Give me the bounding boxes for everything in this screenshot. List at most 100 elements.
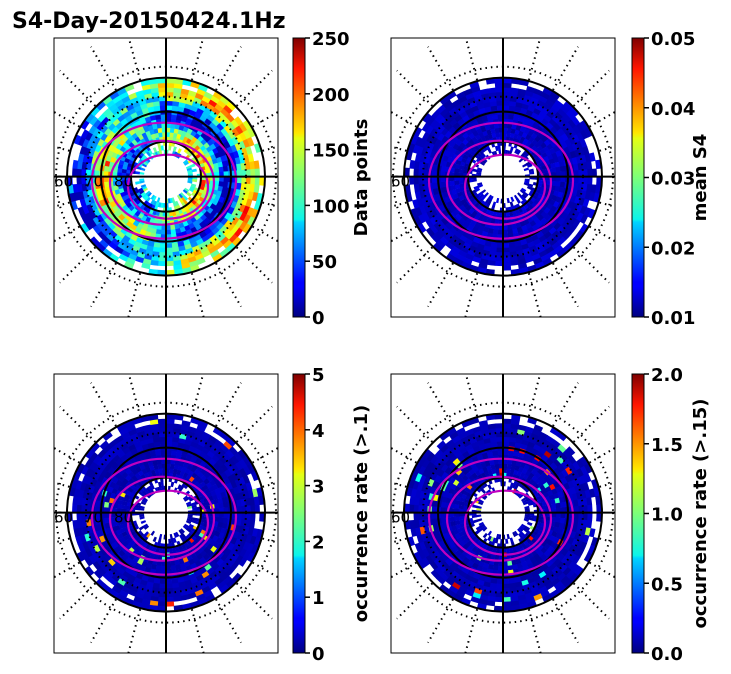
heat-cell [581, 161, 588, 171]
heat-cell [515, 460, 522, 467]
heat-cell [211, 227, 220, 236]
heat-cell [216, 156, 223, 164]
heat-cell [498, 561, 503, 567]
heat-cell [201, 235, 210, 243]
heat-cell [121, 431, 131, 440]
heat-cell [466, 249, 476, 257]
heat-cell [519, 195, 526, 201]
heat-cell [242, 205, 251, 215]
heat-cell [178, 581, 186, 588]
heat-cell [437, 563, 447, 573]
heat-cell [191, 437, 201, 445]
heat-cell [197, 471, 205, 479]
heat-cell [531, 560, 539, 568]
heat-cell [173, 532, 178, 538]
heat-cell [235, 134, 244, 144]
heat-cell [156, 459, 162, 465]
heat-cell [509, 251, 517, 257]
heat-cell [487, 530, 492, 536]
heat-cell [454, 184, 461, 190]
heat-cell [510, 196, 515, 202]
heat-cell [222, 228, 232, 238]
heat-cell [506, 197, 510, 204]
heat-cell [509, 260, 519, 266]
heat-cell [86, 476, 94, 486]
heat-cell [245, 505, 252, 514]
heat-cell [243, 154, 250, 164]
auroral-oval-curve [427, 121, 575, 240]
heat-cell [487, 133, 493, 140]
heat-cell [538, 249, 548, 258]
heat-cell [236, 163, 242, 171]
heat-cell [433, 457, 442, 467]
heat-cell [246, 552, 256, 563]
heat-cell [116, 87, 127, 96]
heat-cell [479, 88, 489, 95]
heat-cell [117, 520, 124, 526]
heat-cell [515, 437, 524, 444]
heat-cell [444, 130, 453, 139]
heat-cell [89, 133, 97, 143]
heat-cell [144, 428, 153, 436]
heat-cell [158, 211, 163, 217]
heat-cell [564, 474, 573, 483]
heat-cell [104, 186, 111, 193]
heat-cell [445, 565, 455, 575]
heat-cell [184, 161, 190, 166]
heat-cell [436, 211, 445, 221]
heat-cell [540, 589, 550, 598]
heat-cell [143, 195, 149, 201]
heat-cell [555, 166, 561, 173]
heat-cell [174, 123, 181, 130]
heat-cell [242, 223, 252, 234]
heat-cell [182, 525, 188, 530]
heat-cell [178, 124, 185, 131]
heat-cell [531, 253, 541, 261]
heat-cell [570, 563, 580, 574]
heat-cell [510, 128, 516, 134]
heat-cell [173, 423, 182, 430]
heat-cell [214, 512, 220, 518]
heat-cell [526, 521, 533, 527]
heat-cell [243, 465, 252, 476]
heat-cell [107, 122, 116, 131]
heat-cell [490, 105, 498, 111]
heat-cell [185, 165, 192, 170]
heat-cell [451, 581, 461, 591]
heat-cell [434, 474, 442, 483]
heat-cell [77, 542, 86, 553]
heat-cell [482, 562, 490, 569]
heat-cell [235, 125, 244, 135]
heat-cell [576, 491, 583, 500]
heat-cell [513, 530, 519, 536]
heat-cell [431, 163, 438, 171]
heat-cell [109, 253, 120, 262]
heat-cell [150, 133, 156, 140]
heat-cell [495, 547, 500, 553]
heat-cell [99, 547, 108, 557]
heat-cell [564, 542, 572, 551]
heat-cell [518, 452, 525, 459]
heat-cell [583, 473, 592, 483]
heat-cell [419, 154, 426, 163]
heat-cell [421, 556, 430, 567]
heat-cell [143, 589, 153, 597]
heat-cell [214, 103, 224, 113]
heat-cell [554, 111, 564, 121]
heat-cell [573, 170, 580, 178]
heat-cell [429, 560, 439, 571]
heat-cell [477, 191, 483, 197]
heat-cell [442, 99, 453, 109]
heat-cell [192, 507, 198, 511]
heat-cell [123, 157, 130, 163]
heat-cell [506, 533, 510, 540]
heat-cell [139, 507, 145, 511]
heat-cell [536, 498, 542, 504]
heat-cell [114, 581, 124, 591]
heat-cell [80, 223, 90, 234]
heat-cell [494, 463, 500, 469]
heat-cell [155, 210, 160, 217]
heat-cell [223, 220, 232, 229]
heat-cell [536, 435, 546, 444]
colorbar-tick-label: 1.5 [651, 435, 683, 456]
